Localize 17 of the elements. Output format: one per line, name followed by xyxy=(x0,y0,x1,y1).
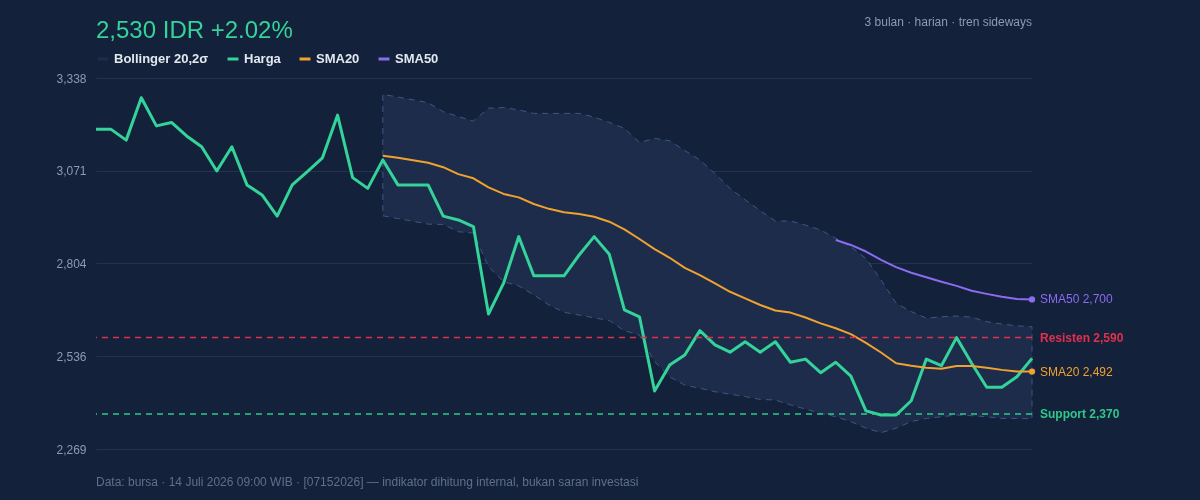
ref-line-label: Resisten 2,590 xyxy=(1040,330,1124,345)
y-tick-label: 3,071 xyxy=(56,164,87,179)
ref-line-label: Support 2,370 xyxy=(1040,406,1120,421)
chart-title: 2,530 IDR +2.02% xyxy=(96,16,293,44)
y-tick-label: 2,804 xyxy=(56,256,87,271)
legend-label: Bollinger 20,2σ xyxy=(114,51,209,66)
legend-label: Harga xyxy=(244,51,282,66)
y-tick-label: 2,269 xyxy=(56,442,87,457)
text: Data: bursa · 14 Juli 2026 09:00 WIB · [07152026] — indikator dihitung internal, bukan saran investasi xyxy=(96,475,639,489)
data-label: SMA50 2,700 xyxy=(1040,292,1114,307)
y-tick-label: 2,536 xyxy=(56,349,87,364)
line-series xyxy=(94,96,1034,417)
chart-subtitle: 3 bulan · harian · tren sideways xyxy=(864,15,1032,29)
data-label: SMA20 2,492 xyxy=(1040,364,1114,379)
legend-label: SMA20 xyxy=(316,51,360,66)
legend-label: SMA50 xyxy=(395,51,439,66)
y-tick-label: 3,338 xyxy=(56,71,87,86)
